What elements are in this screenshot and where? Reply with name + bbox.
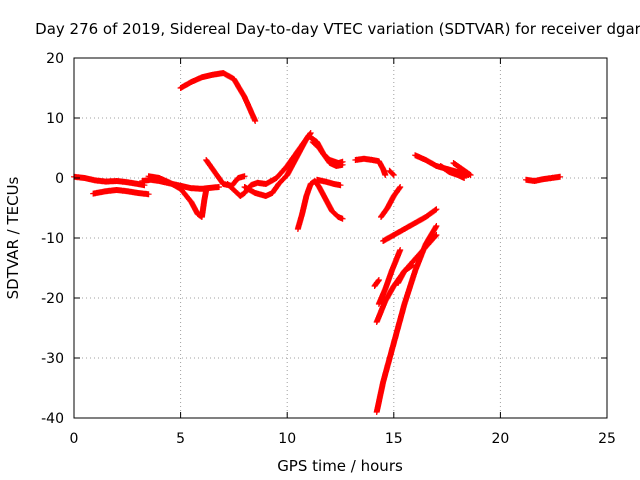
data-point-marks bbox=[380, 206, 440, 244]
data-track bbox=[352, 155, 389, 178]
data-point-marks bbox=[437, 163, 468, 181]
y-axis-label: SDTVAR / TECUs bbox=[4, 176, 22, 299]
y-tick-label: 0 bbox=[55, 171, 64, 187]
data-point-marks bbox=[373, 223, 440, 415]
data-track bbox=[314, 176, 344, 189]
data-point-marks bbox=[395, 262, 416, 286]
data-point-marks bbox=[450, 160, 474, 178]
data-track bbox=[373, 232, 440, 325]
data-track bbox=[523, 173, 564, 184]
y-tick-label: -40 bbox=[41, 411, 64, 427]
x-tick-label: 20 bbox=[491, 431, 509, 447]
data-marks bbox=[71, 70, 564, 415]
x-tick-label: 10 bbox=[278, 431, 296, 447]
data-track bbox=[145, 173, 210, 220]
x-axis-label: GPS time / hours bbox=[277, 457, 403, 475]
data-track bbox=[375, 247, 404, 307]
data-point-marks bbox=[224, 133, 346, 199]
data-point-marks bbox=[375, 247, 404, 307]
data-track bbox=[373, 223, 440, 415]
data-track bbox=[378, 184, 404, 220]
data-point-marks bbox=[177, 70, 259, 124]
y-tick-label: -30 bbox=[41, 351, 64, 367]
data-track bbox=[90, 187, 152, 198]
data-point-marks bbox=[309, 139, 346, 169]
x-tick-label: 25 bbox=[598, 431, 616, 447]
data-track bbox=[241, 130, 314, 199]
data-point-marks bbox=[90, 187, 152, 198]
y-tick-label: 20 bbox=[46, 51, 64, 67]
x-tick-label: 0 bbox=[70, 431, 79, 447]
y-tick-label: -20 bbox=[41, 291, 64, 307]
data-point-marks bbox=[352, 155, 389, 178]
data-point-marks bbox=[71, 173, 148, 189]
data-point-marks bbox=[371, 277, 382, 289]
data-point-marks bbox=[523, 173, 564, 184]
x-tick-label: 5 bbox=[176, 431, 185, 447]
data-track bbox=[177, 70, 259, 124]
data-track bbox=[309, 139, 346, 169]
data-track bbox=[450, 160, 474, 178]
x-tick-label: 15 bbox=[385, 431, 403, 447]
data-point-marks bbox=[378, 184, 404, 220]
chart-title: Day 276 of 2019, Sidereal Day-to-day VTE… bbox=[35, 20, 640, 38]
data-point-marks bbox=[145, 173, 210, 220]
data-track bbox=[71, 173, 148, 189]
data-track bbox=[395, 262, 416, 286]
data-track bbox=[437, 163, 468, 181]
y-tick-label: 10 bbox=[46, 111, 64, 127]
data-point-marks bbox=[373, 232, 440, 325]
data-point-marks bbox=[294, 178, 346, 232]
data-point-marks bbox=[314, 176, 344, 189]
data-point-marks bbox=[241, 130, 314, 199]
data-track bbox=[371, 277, 382, 289]
data-track bbox=[224, 133, 346, 199]
data-point-marks bbox=[386, 167, 397, 178]
axis-ticks: 0 5 10 15 20 25 -40 -30 -20 -10 0 10 20 bbox=[41, 51, 616, 447]
plot-border bbox=[73, 57, 608, 419]
data-track bbox=[294, 178, 346, 232]
y-tick-label: -10 bbox=[41, 231, 64, 247]
grid-lines bbox=[74, 58, 607, 418]
data-track bbox=[386, 167, 397, 178]
data-track bbox=[380, 206, 440, 244]
